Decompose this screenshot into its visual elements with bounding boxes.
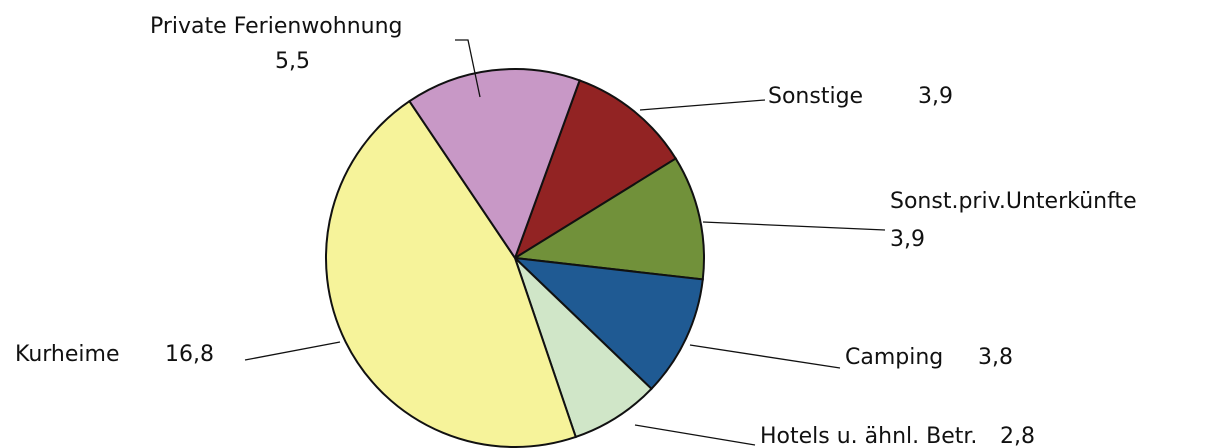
slice-label: Kurheime	[15, 342, 120, 367]
pie-slice	[512, 256, 704, 391]
value-label: 3,9	[890, 227, 925, 252]
value-label: 3,8	[978, 345, 1013, 370]
value-label: 3,9	[918, 84, 953, 109]
pie-slice	[325, 99, 578, 448]
leader-line	[689, 344, 841, 369]
leader-line	[634, 424, 756, 446]
value-label: 5,5	[275, 49, 310, 74]
leader-line	[244, 341, 341, 361]
slice-label: Sonstige	[768, 84, 863, 109]
leader-line	[702, 221, 886, 231]
slice-label: Hotels u. ähnl. Betr.	[760, 424, 977, 448]
leader-line	[639, 99, 766, 111]
pie-slice	[512, 157, 705, 281]
pie-slice	[513, 79, 678, 261]
pie-slice	[408, 68, 581, 261]
slice-label: Camping	[845, 345, 943, 370]
slice-label: Private Ferienwohnung	[150, 14, 403, 39]
value-label: 16,8	[165, 342, 214, 367]
leader-line	[455, 39, 481, 98]
slice-label: Sonst.priv.Unterkünfte	[890, 189, 1137, 214]
value-label: 2,8	[1000, 424, 1035, 448]
